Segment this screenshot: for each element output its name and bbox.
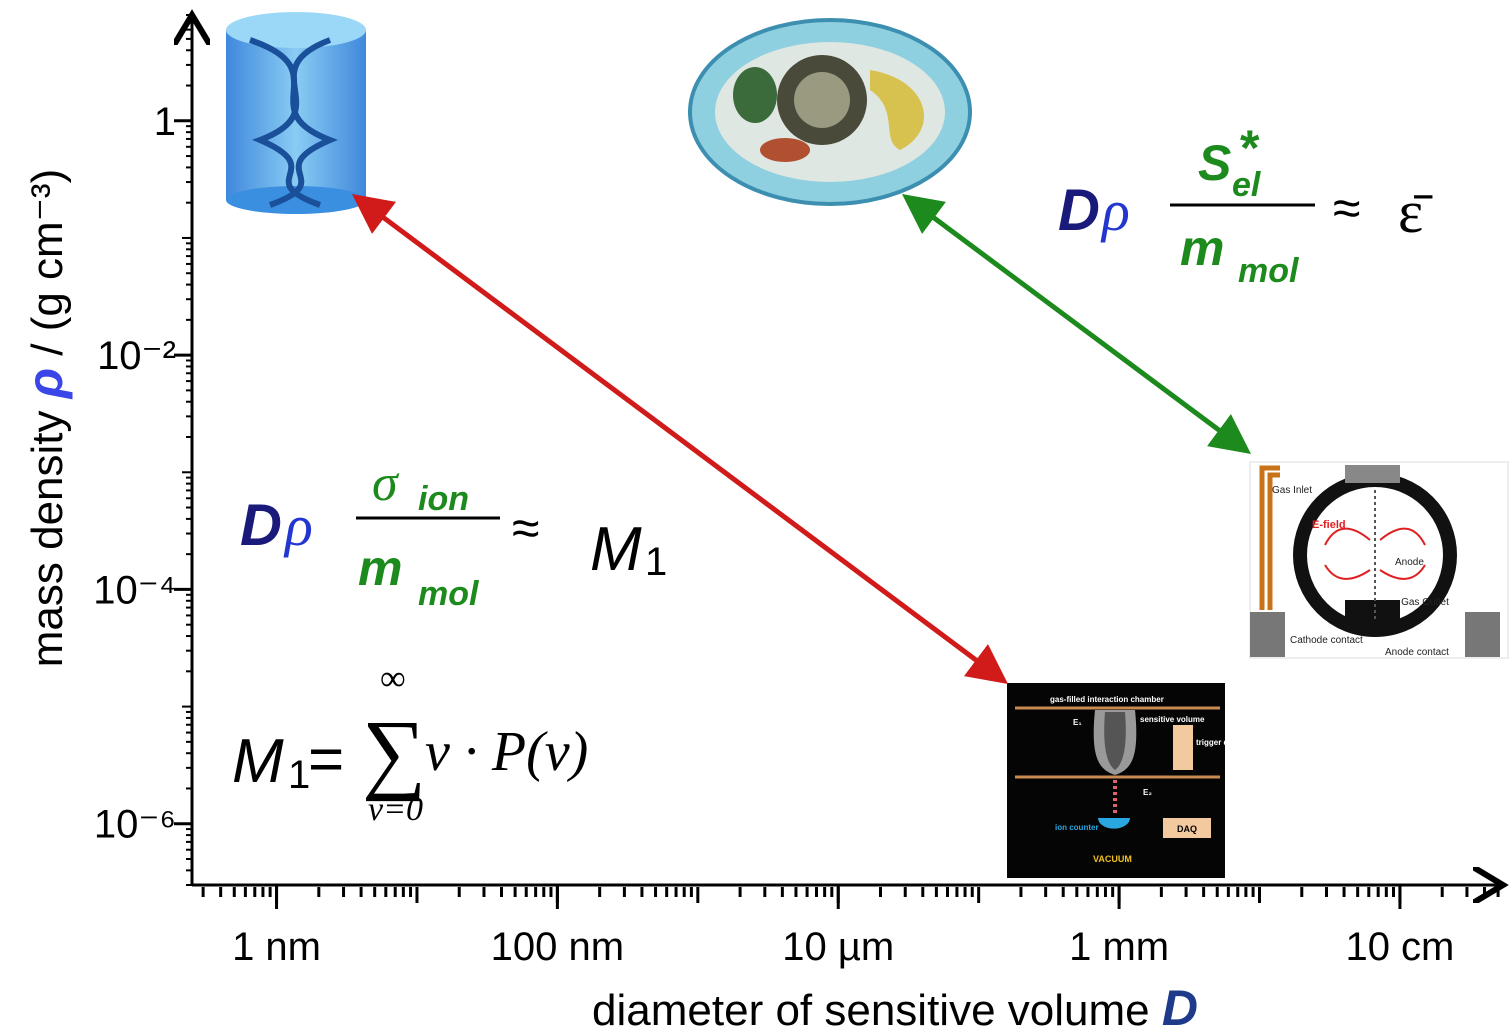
chart: 1 nm100 nm10 µm1 mm10 cm110⁻²10⁻⁴10⁻⁶dia… [0, 0, 1509, 1035]
x-axis-label: diameter of sensitive volume D [592, 980, 1198, 1035]
y-label-symbol: ρ [17, 368, 73, 400]
x-tick-label: 10 cm [1345, 925, 1454, 969]
dna-cylinder [226, 12, 366, 214]
y-axis-label: mass density ρ / (g cm⁻³) [17, 169, 73, 667]
x-tick-label: 10 µm [782, 925, 894, 969]
formula-symbol: ∞ [380, 658, 406, 698]
formula-symbol: ν=0 [368, 791, 423, 828]
formula-symbol: ion [418, 480, 469, 518]
formula-symbol: 1 [645, 540, 667, 584]
inset-label: E₁ [1073, 718, 1082, 727]
formula-symbol: D [1058, 178, 1100, 243]
cell [690, 20, 970, 204]
formula-symbol: ν · P(ν) [425, 721, 588, 783]
inset-label: E₂ [1143, 788, 1152, 797]
inset-label: sensitive volume [1140, 715, 1205, 724]
formula-symbol: ≈ [1333, 180, 1360, 236]
x-tick-label: 1 nm [232, 925, 321, 969]
inset-label: Cathode contact [1290, 635, 1363, 646]
formula-symbol: ∑ [362, 703, 426, 802]
formula-symbol: = [308, 725, 344, 794]
x-tick-label: 100 nm [491, 925, 624, 969]
formula-symbol: m [1180, 220, 1224, 276]
y-label-text: mass density [23, 398, 72, 667]
inset-label: ion counter [1055, 823, 1099, 832]
nanodosimeter [1007, 683, 1225, 878]
x-tick-label: 1 mm [1069, 925, 1169, 969]
y-tick-label: 10⁻⁶ [94, 803, 176, 847]
inset-label: E-field [1312, 519, 1346, 531]
formula-symbol: D [240, 493, 282, 558]
formula-symbol: M [590, 515, 642, 584]
inset-label: VACUUM [1093, 854, 1132, 864]
y-label-text: / (g cm⁻³) [23, 169, 72, 368]
inset-label: gas-filled interaction chamber [1050, 695, 1164, 704]
x-label-text: diameter of sensitive volume [592, 986, 1162, 1035]
formula-symbol: ρ [1100, 178, 1130, 243]
y-tick-label: 10⁻⁴ [93, 568, 176, 612]
inset-label: Anode [1395, 557, 1424, 568]
formula-symbol: ε̄ [1398, 179, 1433, 245]
inset-label: Anode contact [1385, 647, 1449, 658]
y-tick-label: 1 [154, 100, 176, 144]
inset-label: trigger detector [1196, 738, 1255, 747]
formula-symbol: σ [372, 455, 400, 512]
inset-label: Gas Inlet [1272, 485, 1312, 496]
inset-label: Gas Outlet [1401, 597, 1449, 608]
formula-symbol: m [358, 540, 402, 596]
formula-symbol: ≈ [512, 500, 539, 556]
formula-symbol: mol [418, 575, 480, 613]
formula-symbol: S [1198, 135, 1231, 191]
formula-symbol: 1 [288, 753, 310, 797]
y-tick-label: 10⁻² [97, 334, 176, 378]
formula-symbol: mol [1238, 252, 1300, 290]
formula-symbol: M [232, 727, 284, 796]
x-label-symbol: D [1162, 980, 1198, 1035]
inset-label: DAQ [1177, 824, 1197, 834]
formula-symbol: ρ [283, 493, 313, 558]
formula-symbol: el [1232, 166, 1262, 204]
